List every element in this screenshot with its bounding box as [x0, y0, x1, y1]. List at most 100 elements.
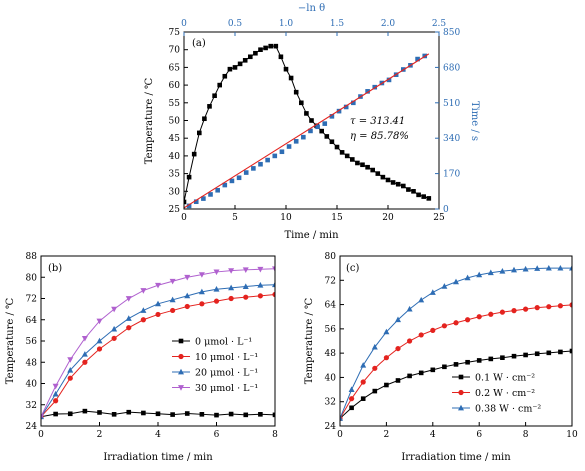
panel-a-temperature-point — [365, 164, 370, 170]
panel-c-series-point — [511, 266, 517, 273]
panel-b-ylabel: Temperature / ℃ — [5, 298, 16, 384]
panel-c-ytick-label: 24 — [325, 422, 337, 432]
panel-b-series-point — [141, 410, 146, 416]
panel-a-cooling-point — [336, 108, 342, 114]
panel-b-series-point — [67, 411, 73, 417]
panel-a-temperature-point — [184, 199, 187, 205]
panel-c-xlabel: Irradiation time / min — [401, 452, 511, 463]
panel-a-cooling-point — [351, 100, 356, 106]
panel-a-ytick-label: 30 — [169, 187, 181, 197]
panel-c-series-point — [557, 303, 564, 309]
panel-a-temperature-point — [242, 58, 248, 63]
panel-a-temperature-point — [334, 144, 340, 150]
panel-b-series-point — [198, 272, 205, 278]
panel-b-series-point — [257, 266, 264, 273]
panel-c-series-point — [383, 355, 389, 361]
panel-c-series-point — [500, 355, 505, 360]
panel-b-series-point — [213, 298, 220, 304]
panel-b-label: (b) — [48, 263, 62, 274]
panel-b-series-point — [214, 412, 219, 418]
panel-c-series-point — [429, 289, 436, 295]
panel-b-series-point — [228, 295, 234, 302]
panel-a-cooling-point — [186, 203, 192, 209]
panel-a-temperature-point — [191, 151, 197, 157]
panel-a-cooling-point — [258, 161, 263, 167]
panel-a-y2tick-label: 340 — [443, 134, 460, 144]
panel-a-y2tick-label: 510 — [443, 99, 460, 109]
panel-b-series-point — [155, 300, 161, 307]
panel-b-series-point — [96, 337, 103, 344]
panel-b-xtick-label: 8 — [272, 430, 278, 440]
panel-a-temperature-point — [207, 104, 212, 109]
panel-c-series-point — [488, 311, 494, 317]
panel-c-series-point — [499, 267, 506, 274]
panel-b-legend-label: 10 μmol · L⁻¹ — [195, 352, 258, 363]
panel-a-temperature-point — [278, 54, 284, 60]
panel-c-series-point — [372, 388, 378, 394]
panel-c-series-point — [383, 328, 390, 335]
panel-a-temperature-point — [232, 65, 238, 70]
panel-b-series-point — [111, 325, 118, 332]
panel-a-cooling-point — [365, 89, 370, 94]
panel-a-ytick-label: 70 — [169, 46, 181, 56]
panel-b-xtick-label: 4 — [155, 430, 161, 440]
panel-b-series-point — [52, 383, 59, 390]
panel-b-series-point — [272, 266, 275, 272]
panel-b-series-point — [140, 288, 147, 294]
panel-c-xtick-label: 4 — [430, 430, 436, 440]
panel-a-temperature-point — [212, 93, 217, 99]
panel-a-cooling-point — [301, 134, 306, 140]
panel-b-series-point — [170, 307, 176, 314]
panel-b-series-point — [140, 317, 146, 323]
panel-c-series-point — [476, 271, 483, 278]
panel-b-legend-marker — [178, 385, 184, 391]
panel-c-series-point — [511, 308, 517, 314]
panel-a-x2tick-label: 0 — [181, 19, 187, 29]
panel-a-temperature-point — [268, 43, 273, 49]
panel-b-legend-marker — [178, 338, 184, 344]
panel-b-series-point — [257, 293, 263, 299]
panel-a-ytick-label: 50 — [169, 117, 181, 127]
panel-c-series-point — [371, 343, 378, 350]
panel-c-series-point — [476, 314, 482, 320]
panel-c-series-point — [441, 283, 448, 289]
panel-a-temperature-point — [385, 177, 391, 183]
panel-a-ylabel: Temperature / ℃ — [144, 78, 155, 164]
panel-a-temperature-point — [186, 174, 192, 180]
panel-b-ytick-label: 88 — [26, 252, 38, 262]
panel-a-annotation-tau: τ = 313.41 — [350, 116, 405, 127]
panel-c-series-point — [546, 350, 552, 356]
panel-a-x2tick-label: 0.5 — [228, 19, 243, 29]
panel-a-temperature-point — [355, 160, 360, 166]
panel-a-x2tick-label: 1.5 — [330, 19, 345, 29]
panel-a-temperature-point — [344, 153, 350, 159]
panel-c-xtick-label: 6 — [476, 430, 482, 440]
panel-c-series-point — [546, 304, 552, 310]
panel-b-series-point — [228, 268, 235, 274]
panel-c-series-point — [569, 264, 572, 271]
panel-a-y2tick-label: 170 — [443, 170, 460, 180]
panel-a-cooling-point — [286, 144, 292, 149]
panel-b-series-point — [67, 375, 73, 381]
panel-a-temperature-point — [360, 162, 365, 168]
panel-a-xtick-label: 0 — [181, 213, 187, 223]
panel-a-xtick-label: 10 — [280, 213, 292, 223]
panel-a-cooling-point — [229, 178, 235, 184]
panel-c-series-point — [534, 305, 540, 311]
panel-a-y2tick-label: 850 — [443, 28, 460, 38]
panel-c-series-point — [511, 353, 517, 359]
panel-c-series-point — [453, 278, 459, 285]
panel-b-series-point — [258, 412, 263, 417]
panel-c-series-point — [418, 296, 425, 303]
panel-b-series-point — [228, 411, 234, 417]
panel-b-series-point — [155, 282, 161, 289]
panel-c-series-point — [360, 396, 366, 401]
panel-c-series-point — [340, 415, 343, 421]
panel-c-series-point — [534, 265, 541, 271]
panel-c-series-point — [418, 370, 424, 376]
panel-a-cooling-point — [265, 157, 270, 163]
panel-a-cooling-point — [193, 199, 199, 205]
panel-c-series-point — [348, 386, 355, 392]
